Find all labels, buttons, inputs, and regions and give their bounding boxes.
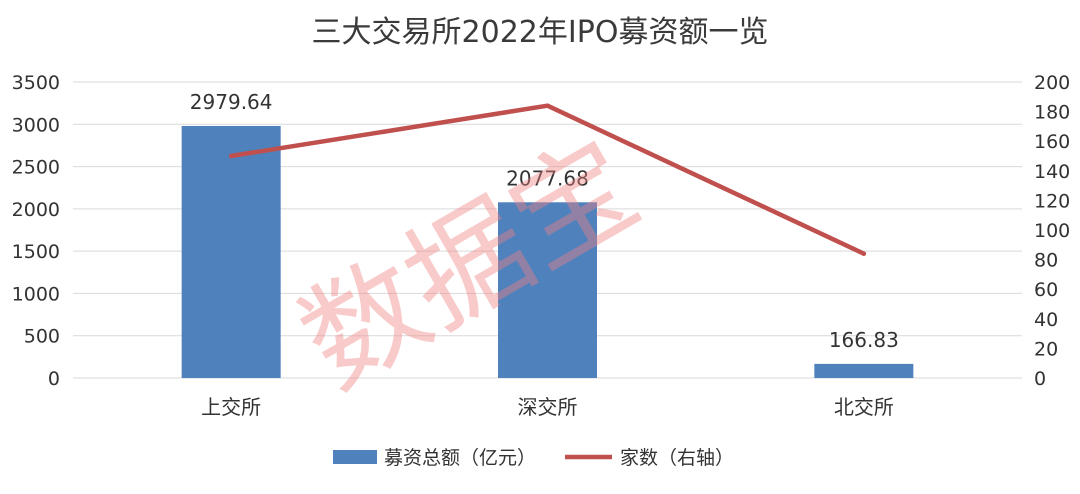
y-left-tick-label: 2500 bbox=[12, 157, 60, 179]
y-right-tick-label: 20 bbox=[1034, 338, 1058, 360]
line-point bbox=[228, 153, 234, 159]
y-left-tick-label: 500 bbox=[24, 326, 60, 348]
y-right-tick-label: 140 bbox=[1034, 161, 1070, 183]
y-right-tick-label: 100 bbox=[1034, 220, 1070, 242]
legend-label: 家数（右轴） bbox=[620, 447, 734, 469]
legend-swatch-bar bbox=[333, 450, 377, 464]
watermark: 数据宝 bbox=[279, 115, 660, 415]
bar-data-label: 2979.64 bbox=[190, 90, 273, 114]
legend: 募资总额（亿元） 家数（右轴） bbox=[333, 447, 734, 469]
bar bbox=[814, 363, 914, 378]
y-right-tick-label: 0 bbox=[1034, 368, 1046, 390]
bar bbox=[181, 126, 281, 378]
y-left-tick-label: 1500 bbox=[12, 241, 60, 263]
x-category-label: 北交所 bbox=[834, 395, 894, 419]
legend-label: 募资总额（亿元） bbox=[384, 447, 536, 469]
line-point bbox=[545, 103, 550, 108]
y-right-tick-label: 60 bbox=[1034, 279, 1058, 301]
bar-data-label: 166.83 bbox=[829, 328, 899, 352]
y-left-tick-label: 3500 bbox=[12, 72, 60, 94]
line-point bbox=[861, 251, 867, 256]
y-right-tick-label: 180 bbox=[1034, 102, 1070, 124]
y-left-tick-label: 0 bbox=[48, 368, 60, 390]
y-right-tick-label: 200 bbox=[1034, 72, 1070, 94]
y-left-tick-label: 3000 bbox=[12, 114, 60, 136]
y-left-tick-label: 1000 bbox=[12, 283, 60, 305]
y-left-tick-label: 2000 bbox=[12, 199, 60, 221]
bar-data-label: 2077.68 bbox=[506, 166, 589, 190]
x-category-label: 上交所 bbox=[201, 395, 261, 419]
y-right-tick-label: 120 bbox=[1034, 190, 1070, 212]
bar bbox=[498, 202, 597, 378]
y-right-tick-label: 160 bbox=[1034, 131, 1070, 153]
x-category-label: 深交所 bbox=[518, 395, 578, 419]
y-right-tick-label: 40 bbox=[1034, 309, 1058, 331]
y-right-tick-label: 80 bbox=[1034, 250, 1058, 272]
chart-title: 三大交易所2022年IPO募资额一览 bbox=[312, 15, 769, 50]
